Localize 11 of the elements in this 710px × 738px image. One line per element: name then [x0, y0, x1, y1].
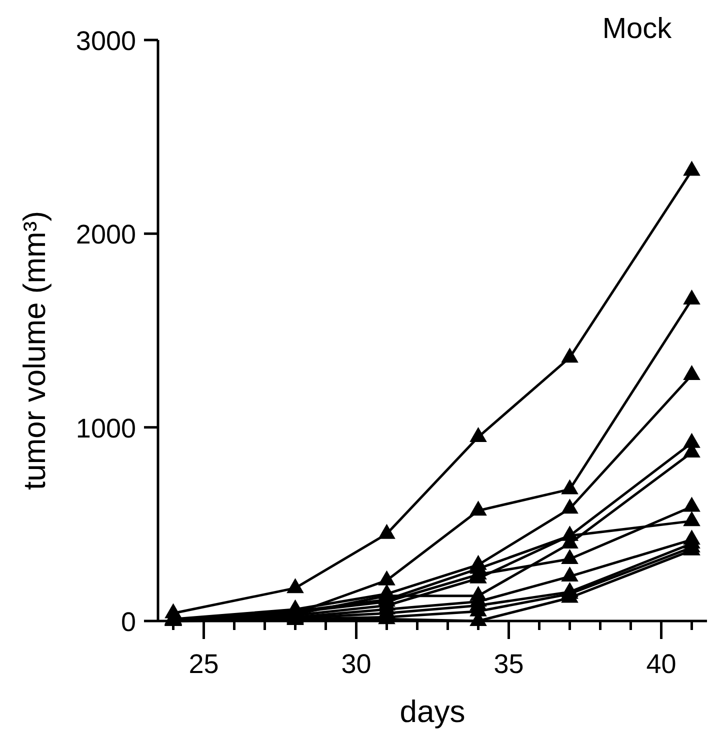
y-tick-label: 3000: [76, 26, 136, 56]
x-tick-label: 40: [646, 649, 676, 679]
y-tick-label: 2000: [76, 220, 136, 250]
x-tick-label: 35: [494, 649, 524, 679]
x-tick-label: 30: [341, 649, 372, 679]
y-axis-title: tumor volume (mm³): [17, 210, 52, 490]
chart-title: Mock: [602, 13, 672, 45]
x-axis-title: days: [400, 694, 466, 729]
y-tick-label: 0: [120, 607, 136, 637]
y-tick-label: 1000: [76, 413, 136, 444]
x-tick-label: 25: [188, 649, 219, 679]
